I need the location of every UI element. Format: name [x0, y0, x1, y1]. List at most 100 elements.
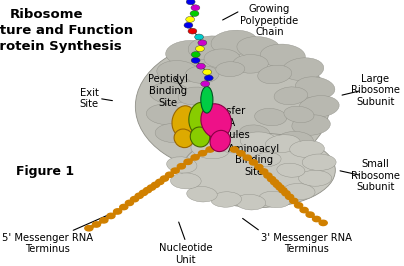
Circle shape: [195, 34, 204, 40]
Circle shape: [93, 222, 101, 227]
Circle shape: [139, 190, 147, 196]
Circle shape: [160, 176, 168, 181]
Ellipse shape: [265, 135, 301, 153]
Ellipse shape: [255, 109, 287, 126]
Circle shape: [186, 16, 195, 22]
Circle shape: [177, 164, 185, 169]
Ellipse shape: [302, 154, 336, 171]
Circle shape: [191, 52, 200, 57]
Circle shape: [255, 164, 263, 170]
Ellipse shape: [170, 173, 201, 189]
Ellipse shape: [155, 123, 192, 143]
Ellipse shape: [282, 58, 324, 81]
Text: Peptidyl
Binding
Site: Peptidyl Binding Site: [148, 74, 187, 108]
Ellipse shape: [216, 134, 253, 153]
Circle shape: [204, 75, 213, 81]
Circle shape: [295, 203, 303, 208]
Ellipse shape: [185, 66, 219, 83]
Ellipse shape: [146, 104, 185, 124]
Circle shape: [243, 155, 251, 160]
Circle shape: [198, 151, 206, 156]
Text: 3' Messenger RNA
Terminus: 3' Messenger RNA Terminus: [261, 233, 351, 254]
Circle shape: [306, 212, 314, 217]
Circle shape: [147, 185, 156, 190]
Ellipse shape: [237, 37, 280, 59]
Circle shape: [267, 176, 276, 182]
Ellipse shape: [172, 106, 196, 136]
Ellipse shape: [174, 129, 194, 148]
Circle shape: [166, 172, 174, 177]
Circle shape: [184, 159, 192, 164]
Text: Ribosome
Structure and Function
in Protein Synthesis: Ribosome Structure and Function in Prote…: [0, 8, 133, 53]
Circle shape: [171, 168, 179, 173]
Circle shape: [276, 185, 284, 190]
Circle shape: [319, 220, 327, 226]
Ellipse shape: [283, 184, 315, 200]
Text: Small
Ribosome
Subunit: Small Ribosome Subunit: [351, 159, 400, 192]
Circle shape: [282, 191, 290, 196]
Text: Exit
Site: Exit Site: [80, 88, 99, 109]
Ellipse shape: [295, 77, 335, 99]
Circle shape: [191, 5, 200, 11]
Ellipse shape: [299, 170, 332, 186]
Ellipse shape: [188, 36, 232, 60]
Circle shape: [260, 169, 268, 174]
Circle shape: [100, 218, 108, 223]
Ellipse shape: [189, 102, 211, 134]
Ellipse shape: [201, 104, 231, 138]
Circle shape: [201, 81, 210, 87]
Circle shape: [143, 188, 152, 193]
Circle shape: [130, 197, 139, 202]
Circle shape: [206, 147, 214, 152]
Circle shape: [313, 216, 321, 222]
Circle shape: [184, 22, 193, 28]
Ellipse shape: [276, 131, 314, 151]
Ellipse shape: [166, 157, 197, 173]
Text: Aminoacyl
Binding
Site: Aminoacyl Binding Site: [228, 144, 280, 177]
Circle shape: [196, 63, 205, 69]
Circle shape: [290, 198, 298, 203]
Ellipse shape: [292, 115, 330, 135]
Ellipse shape: [210, 130, 230, 152]
Circle shape: [300, 207, 308, 213]
Ellipse shape: [258, 65, 292, 84]
Circle shape: [264, 173, 272, 178]
Circle shape: [190, 11, 199, 16]
Circle shape: [198, 40, 207, 46]
Ellipse shape: [157, 61, 199, 83]
Ellipse shape: [178, 87, 210, 105]
Ellipse shape: [277, 163, 305, 177]
Ellipse shape: [187, 186, 217, 202]
Ellipse shape: [149, 82, 190, 104]
Ellipse shape: [240, 132, 277, 150]
Text: Large
Ribosome
Subunit: Large Ribosome Subunit: [351, 74, 400, 107]
Ellipse shape: [211, 192, 242, 207]
Ellipse shape: [216, 62, 245, 77]
Circle shape: [274, 182, 282, 188]
Ellipse shape: [235, 194, 266, 210]
Ellipse shape: [260, 44, 305, 68]
Ellipse shape: [182, 133, 335, 207]
Ellipse shape: [204, 49, 240, 68]
Circle shape: [156, 179, 164, 185]
Text: Transfer
RNA
Molecules: Transfer RNA Molecules: [200, 106, 250, 140]
Circle shape: [152, 182, 160, 188]
Ellipse shape: [135, 40, 329, 173]
Circle shape: [271, 180, 279, 185]
Ellipse shape: [233, 55, 268, 73]
Circle shape: [85, 226, 93, 231]
Text: Growing
Polypeptide
Chain: Growing Polypeptide Chain: [240, 4, 299, 37]
Ellipse shape: [191, 139, 229, 159]
Circle shape: [191, 57, 200, 63]
Circle shape: [237, 151, 245, 156]
Ellipse shape: [201, 86, 213, 113]
Text: 5' Messenger RNA
Terminus: 5' Messenger RNA Terminus: [2, 233, 93, 254]
Ellipse shape: [190, 127, 210, 147]
Ellipse shape: [284, 106, 314, 123]
Circle shape: [249, 160, 257, 165]
Circle shape: [286, 194, 294, 200]
Circle shape: [188, 28, 197, 34]
Circle shape: [186, 0, 195, 5]
Ellipse shape: [239, 125, 270, 141]
Text: Figure 1: Figure 1: [16, 165, 74, 178]
